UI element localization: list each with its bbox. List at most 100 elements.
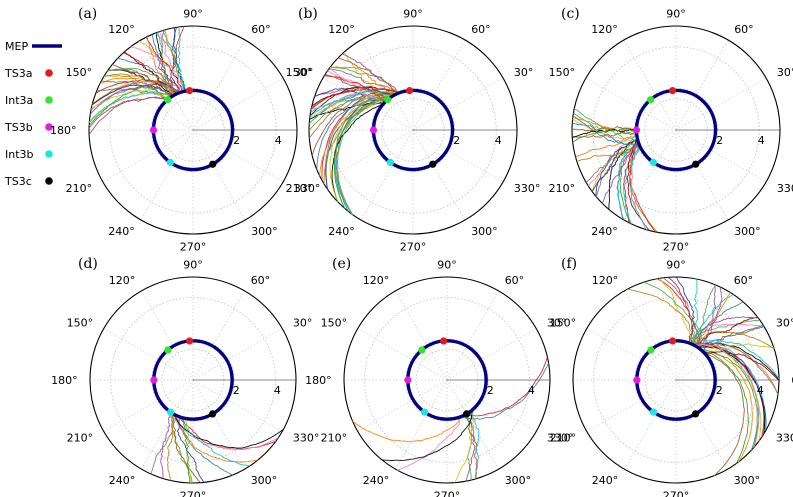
polar-panel-d: 2 4 30° 60° 90° 120° 150° 180° 210° 240° 270° 300° 3… [51,256,319,497]
stationary-point-int3a [647,346,655,354]
legend-label-ts3b: TS3b [4,121,33,134]
angle-tick-label: 300° [251,225,278,238]
radial-tick-label: 2 [233,134,240,147]
panel-label: (c) [561,6,580,22]
stationary-point-int3a [383,96,392,104]
trajectory-group [88,26,187,136]
angle-tick-label: 90° [403,8,423,21]
angular-grid-spoke [586,328,677,381]
trajectory-line [90,86,180,111]
panel-label: (f) [561,256,577,272]
angle-tick-label: 270° [180,241,207,254]
outer-boundary [343,276,551,484]
trajectory-line [629,138,659,233]
trajectory-line [138,40,187,92]
trajectory-line [617,133,637,220]
stationary-point-int3b [386,158,394,166]
trajectory-line [331,103,384,202]
stationary-point-ts3c [208,410,217,418]
angular-grid-spoke [192,39,246,131]
angular-grid-spoke [585,77,677,131]
trajectory-group [627,276,780,477]
stationary-point-int3a [646,96,655,104]
trajectory-line [702,284,717,353]
trajectory-line [572,118,639,144]
outer-boundary [89,276,297,484]
angle-tick-label: 210° [321,432,348,445]
trajectory-line [470,411,480,480]
angle-tick-label: 30° [293,316,313,329]
trajectory-line [181,417,251,467]
trajectory-line [619,139,639,224]
trajectory-group [308,51,401,216]
angular-grid-spoke [395,290,448,381]
angle-tick-label: 0° [791,374,793,387]
angular-grid-spoke [360,129,414,221]
trajectory-line [145,36,181,93]
angle-tick-label: 150° [67,316,94,329]
polar-panel-e: 2 4 30° 60° 90° 120° 150° 180° 210° 240° 270° 300° 3… [305,256,573,497]
trajectory-line [690,294,734,344]
angle-tick-label: 330° [776,432,793,445]
trajectory-line [657,278,702,350]
trajectory-line [692,284,717,346]
trajectory-line [572,127,637,143]
trajectory-line [397,416,461,471]
trajectory-line [310,92,384,111]
radial-tick-label: 4 [757,384,764,397]
trajectory-line [334,96,392,209]
angular-grid-spoke [586,379,677,432]
trajectory-line [687,331,775,350]
stationary-point-int3b [420,408,429,416]
trajectory-line [112,63,173,97]
angle-tick-label: 120° [592,274,619,287]
trajectory-line [703,351,780,381]
trajectory-line [627,288,697,347]
angular-grid-spoke [360,39,414,131]
trajectory-line [601,140,639,204]
stationary-point-ts3a [439,337,448,345]
trajectory-line [659,278,692,345]
trajectory-line [104,75,168,101]
angle-tick-label: 300° [471,225,498,238]
angle-tick-label: 120° [109,274,136,287]
panel-label: (a) [78,6,97,22]
angle-tick-label: 270° [663,241,690,254]
angular-grid-spoke [140,129,194,221]
angular-grid-spoke [624,290,677,381]
trajectory-line [88,83,181,126]
radial-tick-label: 2 [716,384,723,397]
trajectory-line [691,301,744,345]
angular-grid-spoke [675,77,767,131]
trajectory-line [629,140,657,233]
radial-tick-label: 2 [487,384,494,397]
trajectory-line [702,325,764,352]
stationary-point-int3b [166,158,174,166]
trajectory-line [160,411,171,479]
angle-tick-label: 120° [328,23,355,36]
trajectory-line [310,86,400,110]
trajectory-line [147,36,175,96]
legend-marker-int3b [45,150,53,158]
trajectory-line [172,413,279,450]
trajectory-line [316,96,392,170]
angular-grid-spoke [357,379,448,432]
trajectory-line [166,413,175,481]
legend-marker-ts3a [45,69,53,77]
legend-marker-ts3b [45,123,53,131]
stationary-point-int3b [166,408,175,416]
trajectory-line [177,26,187,92]
angle-tick-label: 300° [734,474,761,487]
angular-grid-spoke [102,129,194,183]
trajectory-line [173,27,187,92]
polar-panel-a: 2 4 30° 60° 90° 120° 150° 180° 210° 240° 270° 300° 3… [50,6,320,254]
stationary-point-ts3c [691,410,700,418]
trajectory-line [694,344,762,442]
polar-panels: 2 430°60°90°120°150°180°210°240°270°300°3… [50,6,793,497]
angle-tick-label: 30° [514,66,534,79]
angle-tick-label: 330° [547,432,574,445]
trajectory-line [693,344,760,448]
stationary-point-ts3c [692,160,700,168]
angular-grid-spoke [446,328,537,381]
